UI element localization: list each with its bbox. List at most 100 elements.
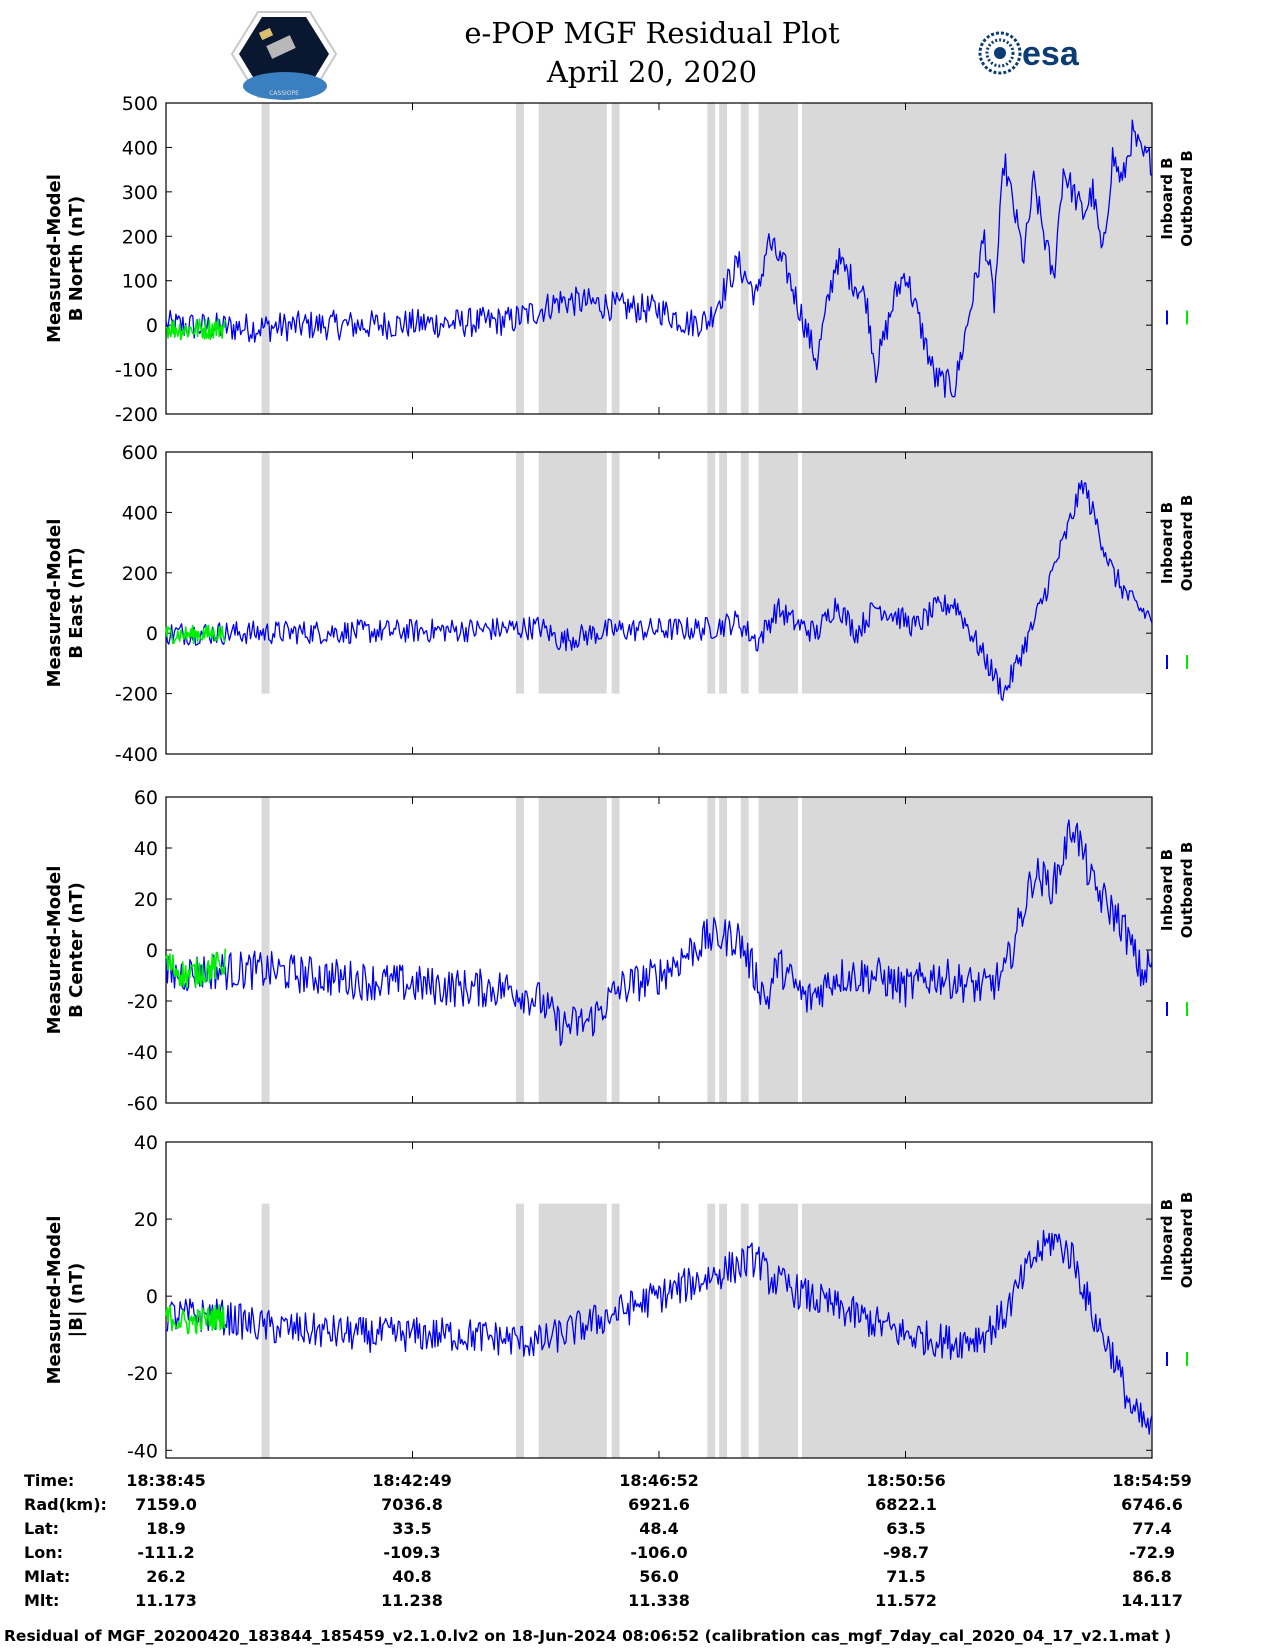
- shaded-interval: [801, 797, 1152, 1103]
- info-cell: 77.4: [1132, 1519, 1171, 1538]
- info-cell: 6921.6: [628, 1495, 690, 1514]
- panels: 5004003002001000-100-200Measured-ModelB …: [44, 93, 1196, 1462]
- shaded-interval: [801, 452, 1152, 694]
- y-tick-label: 20: [134, 1209, 158, 1231]
- y-tick-label: 300: [122, 182, 158, 204]
- info-cell: 7159.0: [135, 1495, 197, 1514]
- info-cell: 18:50:56: [866, 1471, 946, 1490]
- info-cell: 63.5: [886, 1519, 925, 1538]
- y-tick-label: 200: [122, 563, 158, 585]
- series-line-inboard: [165, 119, 1153, 398]
- shaded-interval: [740, 1203, 749, 1458]
- y-axis-label: Measured-ModelB Center (nT): [44, 866, 87, 1035]
- info-row-label: Rad(km):: [24, 1495, 107, 1514]
- shaded-interval: [719, 1203, 728, 1458]
- shaded-interval: [611, 797, 620, 1103]
- panel-3: 60 40 20 0 -20 -40 -60 Measured-ModelB Center (…: [44, 787, 1196, 1115]
- shaded-interval: [538, 797, 607, 1103]
- info-cell: 11.572: [875, 1591, 937, 1610]
- series-line-inboard: [165, 1229, 1153, 1435]
- shaded-interval: [758, 103, 799, 414]
- esa-logo: esa: [978, 31, 1080, 75]
- legend-label-inboard: Inboard B: [1158, 157, 1176, 239]
- info-cell: 48.4: [639, 1519, 678, 1538]
- info-cell: -109.3: [383, 1543, 440, 1562]
- shaded-interval: [611, 103, 620, 414]
- y-tick-label: -200: [115, 684, 158, 706]
- info-cell: 18:46:52: [619, 1471, 699, 1490]
- legend-label-outboard: Outboard B: [1178, 150, 1196, 247]
- y-tick-label: 20: [134, 889, 158, 911]
- info-row-label: Lat:: [24, 1519, 59, 1538]
- panel-2: 600 400 200 0 -200 -400 Measured-ModelB East (…: [44, 442, 1196, 766]
- info-row-label: Lon:: [24, 1543, 63, 1562]
- y-axis-label: Measured-Model|B| (nT): [44, 1216, 87, 1385]
- cassiope-logo: CASSIOPE: [230, 11, 338, 100]
- info-table: Time: Rad(km): Lat: Lon: Mlat: Mlt: 18:3…: [24, 1471, 1192, 1610]
- shaded-interval: [516, 103, 524, 414]
- info-cell: 56.0: [639, 1567, 678, 1586]
- shaded-interval: [611, 1203, 620, 1458]
- series-line-outboard: [165, 318, 226, 341]
- panel-4: 40 20 0 -20 -40 Measured-Model|B| (nT) Inboard…: [44, 1132, 1196, 1462]
- shaded-interval: [740, 797, 749, 1103]
- y-tick-label: -20: [127, 991, 158, 1013]
- y-tick-label: -400: [115, 744, 158, 766]
- shaded-interval: [758, 797, 799, 1103]
- shaded-interval: [611, 452, 620, 694]
- esa-logo-text: esa: [1022, 35, 1080, 73]
- info-cell: 18.9: [146, 1519, 185, 1538]
- info-cell: 14.117: [1121, 1591, 1183, 1610]
- info-cell: 18:38:45: [126, 1471, 206, 1490]
- info-cell: 26.2: [146, 1567, 185, 1586]
- legend-label-outboard: Outboard B: [1178, 1192, 1196, 1289]
- series-line-outboard: [165, 948, 226, 989]
- shaded-interval: [758, 1203, 799, 1458]
- y-tick-label: -20: [127, 1363, 158, 1385]
- shaded-interval: [740, 103, 749, 414]
- legend-label-inboard: Inboard B: [1158, 1199, 1176, 1281]
- series-line-outboard: [165, 624, 226, 645]
- info-cell: -111.2: [137, 1543, 194, 1562]
- shaded-interval: [719, 452, 728, 694]
- shaded-interval: [801, 1203, 1152, 1458]
- series-line-outboard: [165, 1304, 226, 1335]
- y-tick-label: -200: [115, 404, 158, 426]
- y-tick-label: 0: [146, 623, 158, 645]
- shaded-interval: [801, 103, 1152, 414]
- info-cell: 86.8: [1132, 1567, 1171, 1586]
- y-tick-label: -40: [127, 1440, 158, 1462]
- info-cell: 11.338: [628, 1591, 690, 1610]
- info-cell: 6746.6: [1121, 1495, 1183, 1514]
- shaded-interval: [707, 1203, 716, 1458]
- plot-date: April 20, 2020: [546, 55, 757, 89]
- series-line-inboard: [165, 480, 1153, 702]
- y-tick-label: 40: [134, 838, 158, 860]
- info-cell: 18:42:49: [372, 1471, 452, 1490]
- info-cell: 18:54:59: [1112, 1471, 1192, 1490]
- legend-label-inboard: Inboard B: [1158, 502, 1176, 584]
- y-tick-label: 200: [122, 226, 158, 248]
- shaded-interval: [538, 103, 607, 414]
- shaded-interval: [538, 452, 607, 694]
- plot-title: e-POP MGF Residual Plot: [464, 16, 840, 50]
- y-axis-label: Measured-ModelB North (nT): [44, 174, 87, 343]
- info-cell: 11.173: [135, 1591, 197, 1610]
- y-tick-label: 0: [146, 1286, 158, 1308]
- shaded-interval: [719, 797, 728, 1103]
- info-cell: -98.7: [883, 1543, 929, 1562]
- y-tick-label: 40: [134, 1132, 158, 1154]
- y-tick-label: -100: [115, 360, 158, 382]
- legend-label-outboard: Outboard B: [1178, 495, 1196, 592]
- y-tick-label: 0: [146, 940, 158, 962]
- y-tick-label: 400: [122, 502, 158, 524]
- panel-1: 500 400 300 200 100 0 -100 -200 Measured-ModelB …: [44, 93, 1196, 426]
- y-tick-label: -60: [127, 1093, 158, 1115]
- shaded-interval: [740, 452, 749, 694]
- shaded-interval: [516, 452, 524, 694]
- info-cell: 7036.8: [381, 1495, 443, 1514]
- shaded-interval: [261, 452, 270, 694]
- legend-label-inboard: Inboard B: [1158, 849, 1176, 931]
- shaded-interval: [719, 103, 728, 414]
